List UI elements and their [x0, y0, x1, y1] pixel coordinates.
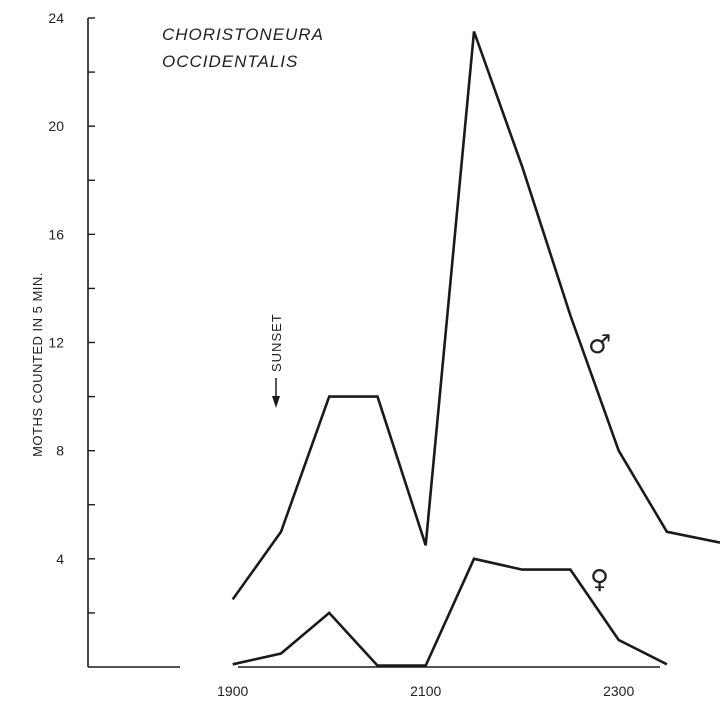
chart-title-line-1: CHORISTONEURA: [162, 25, 324, 44]
x-tick-label: 2300: [603, 683, 634, 699]
series-label-male: ♂: [588, 330, 611, 360]
y-tick-label: 4: [56, 551, 64, 567]
y-tick-label: 20: [48, 118, 64, 134]
y-axis-label: MOTHS COUNTED IN 5 MIN.: [30, 272, 45, 457]
sunset-annotation: SUNSET: [269, 313, 284, 372]
y-tick-label: 16: [48, 226, 64, 242]
series-label-female: ♀: [590, 565, 609, 595]
y-axis: 4 8 12 16 20 24: [48, 10, 95, 667]
y-tick-label: 24: [48, 10, 64, 26]
x-tick-label: 1900: [217, 683, 248, 699]
sunset-arrow-head: [272, 396, 280, 408]
y-tick-label: 8: [56, 443, 64, 459]
y-tick-label: 12: [48, 335, 64, 351]
chart-title-line-2: OCCIDENTALIS: [162, 52, 298, 71]
x-tick-label: 2100: [410, 683, 441, 699]
annotations: SUNSET: [269, 313, 284, 408]
series-line-1: [231, 31, 720, 601]
series-line-2: [232, 557, 668, 667]
series-group: ♂♀: [231, 31, 720, 667]
x-axis: 1900 2100 2300: [88, 666, 660, 699]
chart-title: CHORISTONEURA OCCIDENTALIS: [162, 25, 324, 71]
